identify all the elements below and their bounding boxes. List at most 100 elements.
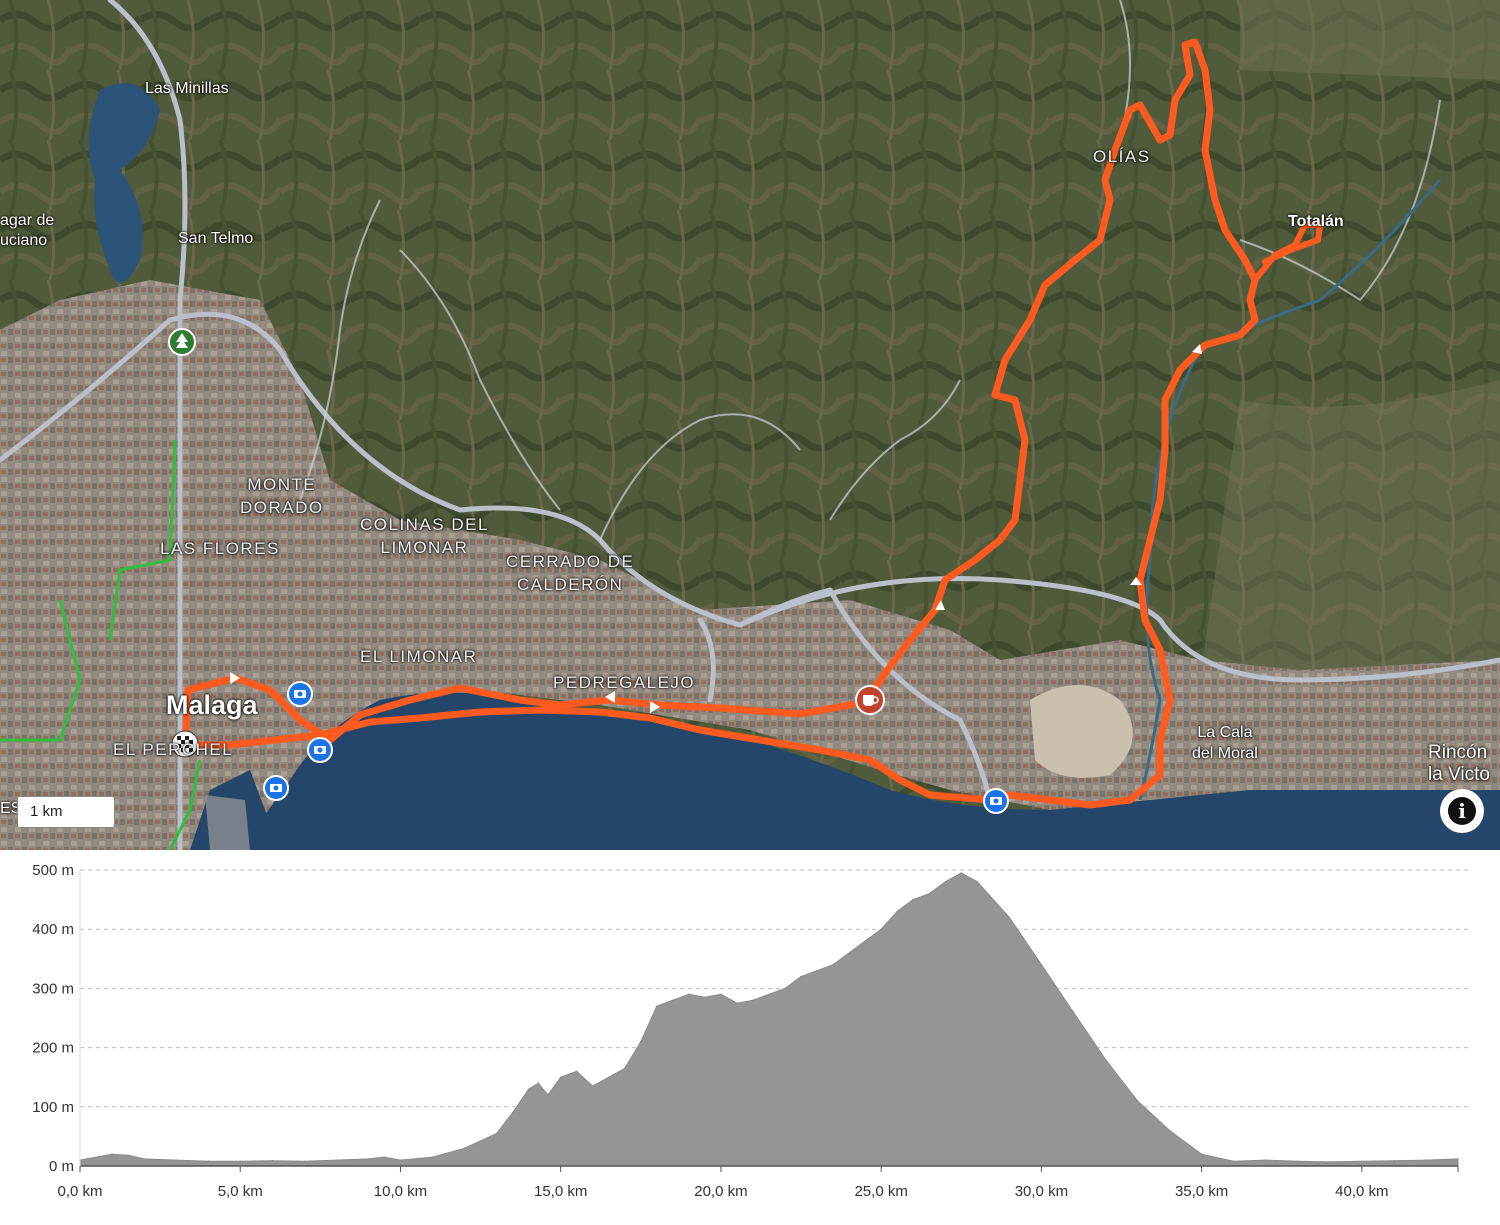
place-label: LAS FLORES [160,539,280,558]
place-label: CERRADO DE CALDERÓN [506,552,635,594]
y-tick-label: 500 m [32,862,74,879]
place-label: La Cala del Moral [1192,724,1258,762]
elevation-point [1072,1011,1075,1013]
elevation-point [547,1094,549,1096]
park-icon[interactable] [168,328,196,356]
info-icon: i [1448,797,1476,825]
elevation-point [1008,916,1011,919]
elevation-point [976,881,979,883]
place-label: COLINAS DEL LIMONAR [360,515,489,557]
place-label: PEDREGALEJO [553,673,696,692]
elevation-point [704,996,706,999]
elevation-point [175,1159,177,1161]
elevation-point [1136,1100,1139,1102]
elevation-point [495,1132,498,1135]
elevation-point [463,1147,466,1149]
elevation-point [928,892,930,895]
elevation-point [848,952,850,954]
elevation-point [912,898,914,901]
info-button[interactable]: i [1440,789,1484,833]
elevation-point [511,1111,514,1114]
place-label: EL LIMONAR [360,647,478,666]
elevation-point [239,1160,241,1163]
elevation-point [944,881,947,883]
elevation-point [640,1040,642,1043]
elevation-point [864,940,866,942]
x-tick-label: 30,0 km [1015,1183,1068,1200]
camera-icon[interactable] [287,681,313,707]
elevation-point [768,993,770,996]
y-tick-label: 300 m [32,980,74,997]
place-label: OLÍAS [1093,147,1151,166]
elevation-point [111,1153,113,1155]
sea [240,692,1500,850]
y-tick-label: 200 m [32,1040,74,1057]
camera-icon[interactable] [983,788,1009,814]
elevation-point [1393,1159,1395,1162]
elevation-point [1040,963,1043,966]
elevation-point [624,1067,626,1070]
elevation-chart: 0 m 100 m 200 m 300 m 400 m 500 m 0,0 km 5,0 km… [32,862,1468,1200]
place-label: MONTE DORADO [240,475,324,517]
elevation-point [207,1160,209,1163]
elevation-point [303,1160,306,1163]
elevation-point [672,999,674,1001]
elevation-point [537,1082,540,1084]
elevation-point [127,1154,129,1157]
x-tick-label: 35,0 km [1175,1183,1228,1200]
satellite-map[interactable]: Las Minillas agar de uciano San Telmo OL… [0,0,1500,850]
place-label: uciano [0,232,48,249]
place-label: Malaga [166,690,258,720]
elevation-point [1425,1159,1427,1161]
elevation-point [1457,1158,1459,1160]
elevation-point [880,928,882,930]
elevation-point [143,1158,145,1160]
place-label: San Telmo [178,230,254,247]
elevation-point [736,1002,738,1004]
route-line [181,38,1259,809]
elevation-point [575,1070,578,1073]
elevation-point [800,975,802,978]
elevation-point [896,910,898,913]
x-tick-label: 40,0 km [1335,1183,1388,1200]
x-tick-label: 5,0 km [218,1183,263,1200]
elevation-area [79,872,1459,1167]
elevation-point [399,1159,402,1161]
elevation-point [608,1076,610,1078]
elevation-point [335,1159,338,1161]
camera-icon[interactable] [307,737,333,763]
elevation-point [688,993,690,996]
elevation-point [752,999,754,1001]
x-tick-label: 20,0 km [694,1183,747,1200]
y-tick-label: 400 m [32,921,74,938]
place-label: EL PERCHEL [113,740,234,759]
place-label: ES [0,800,22,817]
elevation-point [431,1156,434,1158]
green-paths [0,439,202,850]
roads [0,0,1500,850]
y-tick-label: 0 m [49,1158,74,1175]
x-tick-label: 15,0 km [534,1183,587,1200]
place-label: Rincón la Victo [1428,742,1490,785]
x-tick-label: 10,0 km [374,1183,427,1200]
map-canvas [0,0,1500,850]
reservoir [88,83,160,283]
place-label: agar de [0,212,55,229]
scale-bar: 1 km [18,797,114,827]
elevation-point [960,872,963,874]
y-tick-label: 100 m [32,1099,74,1116]
elevation-point [559,1076,562,1078]
elevation-point [1329,1161,1331,1163]
elevation-point [383,1156,386,1158]
elevation-point [720,993,722,996]
quarry [1030,685,1133,778]
elevation-point [1264,1159,1267,1161]
elevation-point [367,1158,370,1160]
finish-flag-icon[interactable] [171,730,199,758]
place-label: Totalán [1288,213,1344,230]
elevation-point [591,1085,594,1087]
elevation-profile[interactable]: 0 m 100 m 200 m 300 m 400 m 500 m 0,0 km 5,0 km… [0,850,1500,1220]
elevation-point [1168,1129,1171,1132]
coffee-icon[interactable] [855,685,885,715]
camera-icon[interactable] [263,775,289,801]
